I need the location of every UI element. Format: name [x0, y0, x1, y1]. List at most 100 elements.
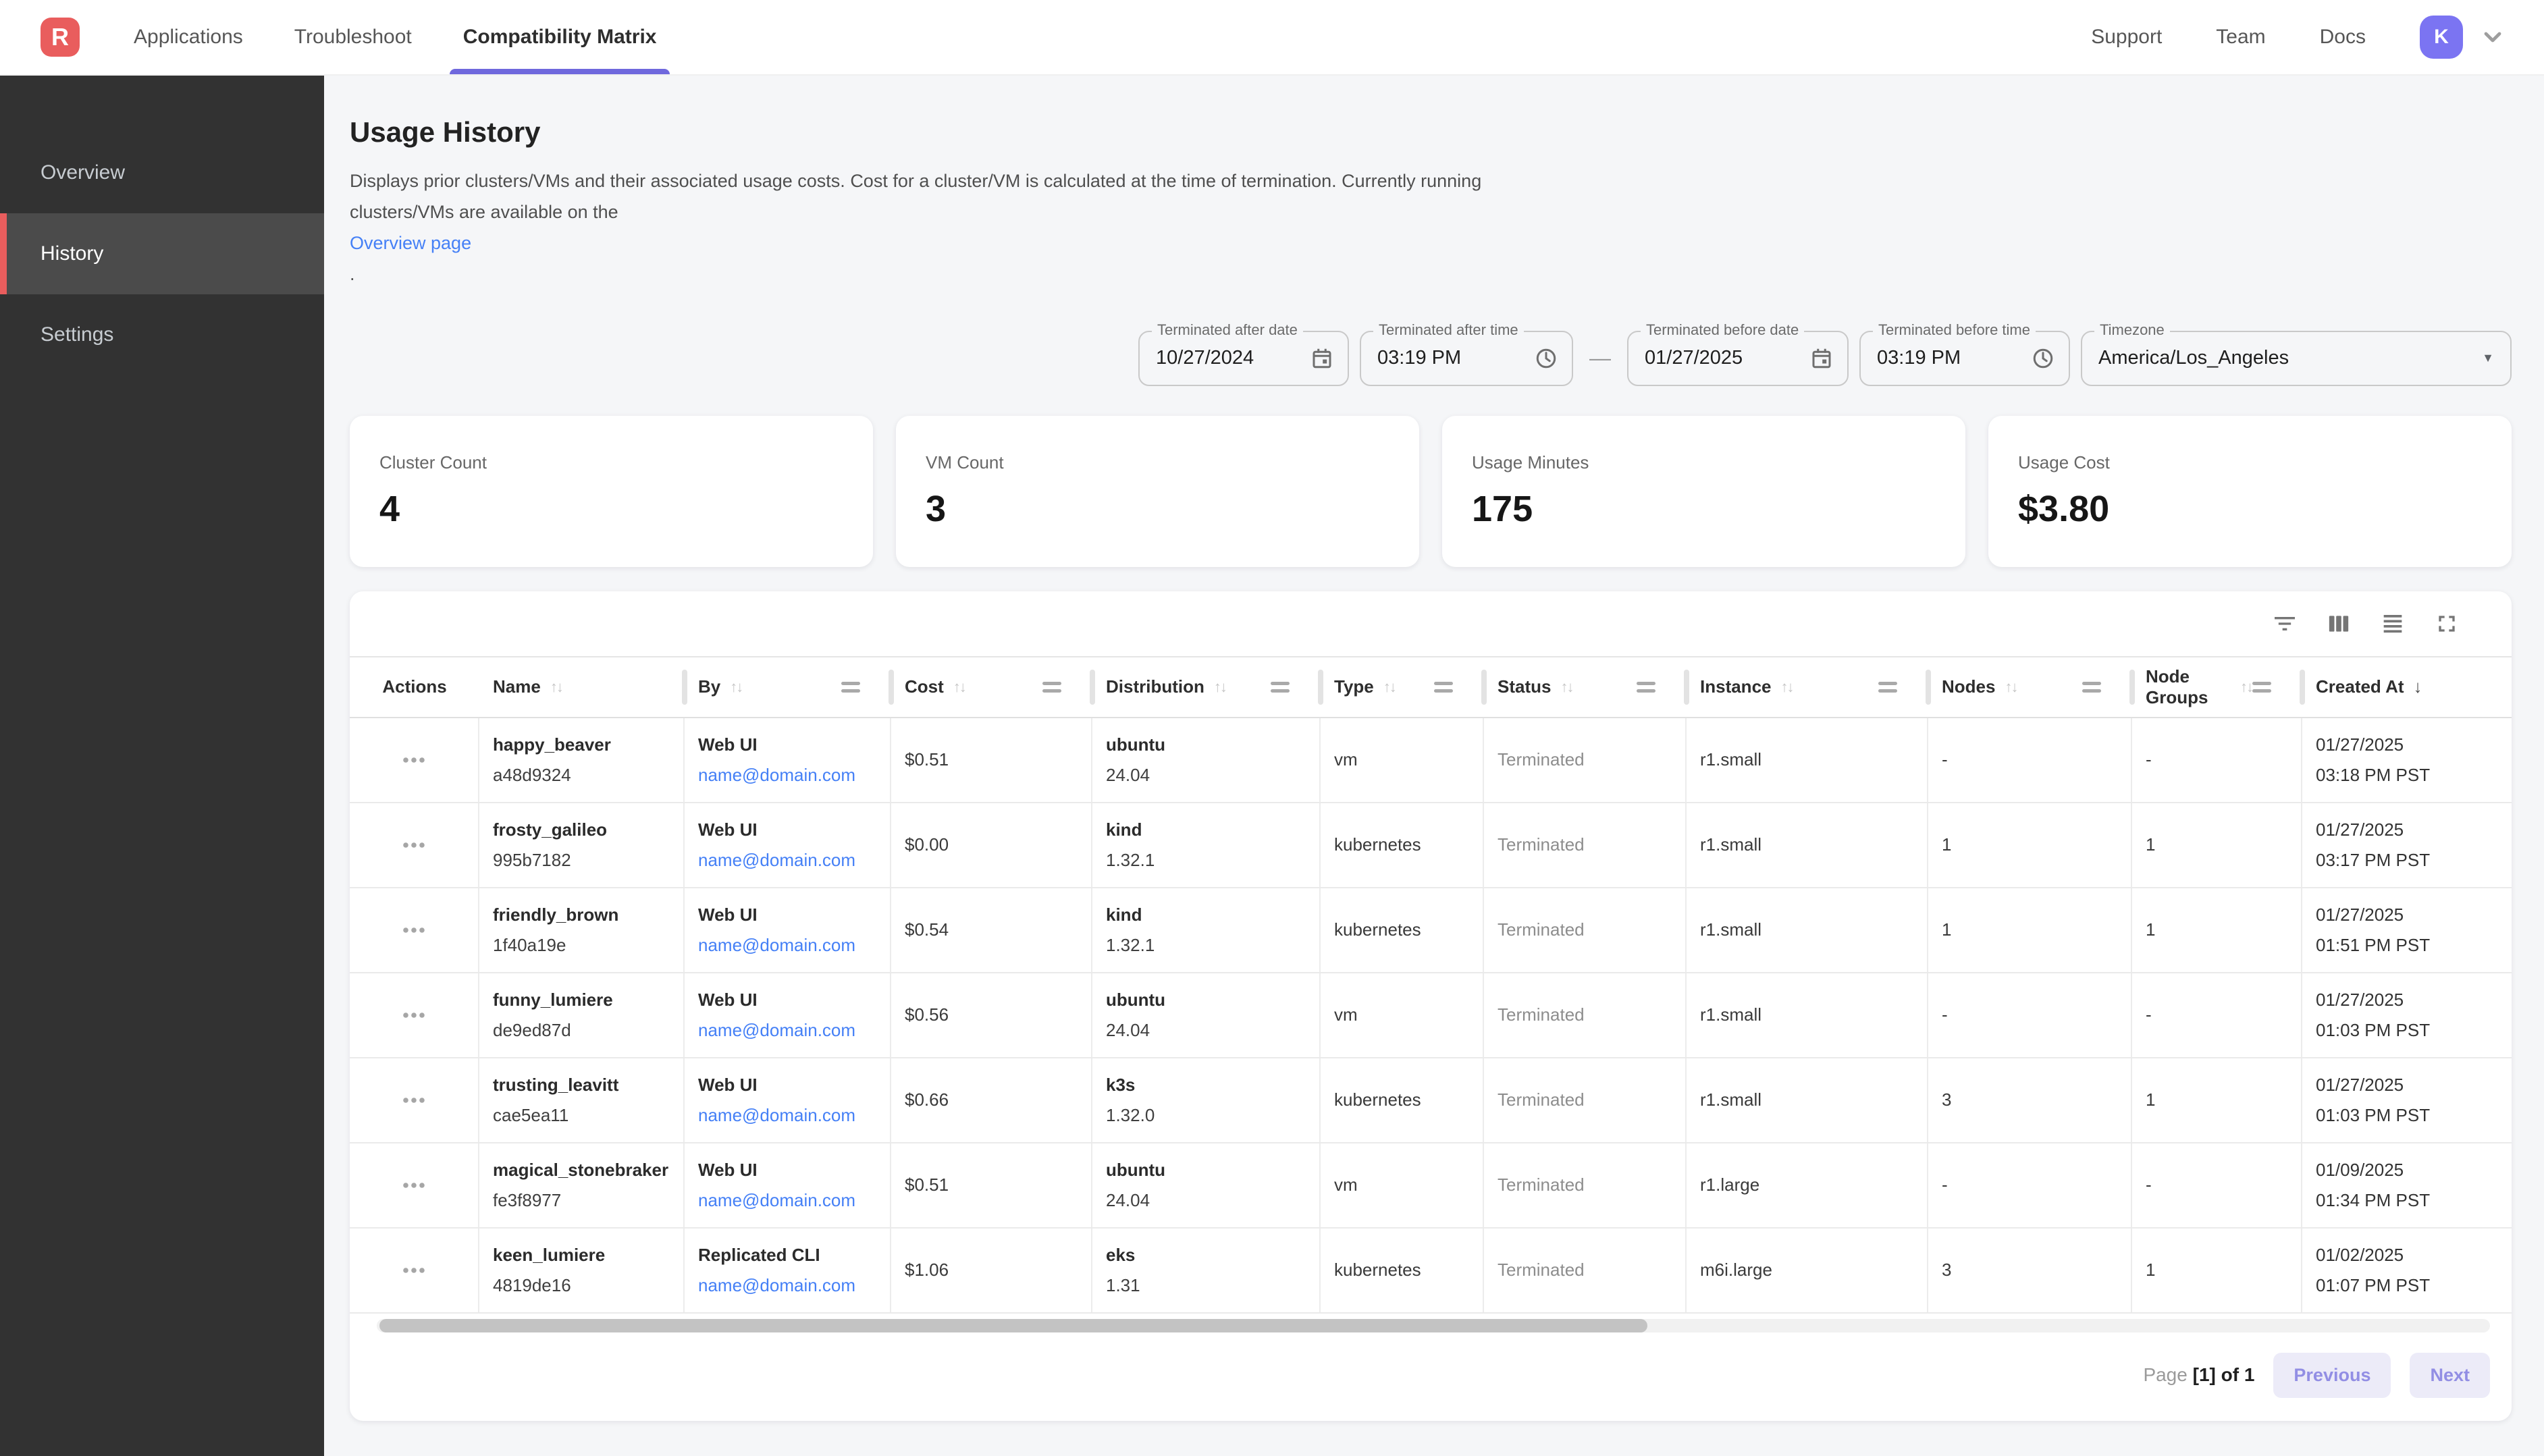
page-title: Usage History — [350, 116, 541, 148]
filter-icon[interactable] — [2271, 610, 2298, 637]
sort-icon[interactable]: ↑↓ — [1560, 678, 1574, 695]
cell-status: Terminated — [1484, 1143, 1687, 1227]
by-email-link[interactable]: name@domain.com — [698, 934, 856, 955]
row-instance: r1.small — [1700, 749, 1762, 770]
cell-instance: m6i.large — [1687, 1228, 1928, 1312]
columns-icon[interactable] — [2325, 610, 2352, 637]
clock-icon[interactable] — [1534, 346, 1558, 371]
row-actions-button[interactable] — [396, 1261, 431, 1280]
column-menu-icon[interactable] — [1878, 681, 1897, 693]
column-header-instance[interactable]: Instance ↑↓ — [1687, 657, 1931, 717]
sidebar-item-overview[interactable]: Overview — [41, 161, 126, 184]
cell-instance: r1.small — [1687, 888, 1928, 972]
chevron-down-icon[interactable] — [2482, 26, 2503, 48]
column-menu-icon[interactable] — [1271, 681, 1290, 693]
by-email-link[interactable]: name@domain.com — [698, 1104, 856, 1125]
timezone-select[interactable]: Timezone America/Los_Angeles ▼ — [2081, 321, 2512, 386]
density-icon[interactable] — [2379, 610, 2406, 637]
column-header-type[interactable]: Type ↑↓ — [1321, 657, 1487, 717]
column-menu-icon[interactable] — [1434, 681, 1453, 693]
column-header-status[interactable]: Status ↑↓ — [1484, 657, 1689, 717]
row-actions-button[interactable] — [396, 1006, 431, 1025]
sort-icon[interactable]: ↑↓ — [2005, 678, 2018, 695]
terminated-after-date-field[interactable]: Terminated after date — [1138, 321, 1349, 386]
sort-icon[interactable]: ↑↓ — [2240, 678, 2254, 695]
tab-compatibility-matrix[interactable]: Compatibility Matrix — [449, 0, 671, 74]
stat-card-vm-count: VM Count 3 — [896, 415, 1419, 567]
by-email-link[interactable]: name@domain.com — [698, 1189, 856, 1210]
row-instance: r1.small — [1700, 834, 1762, 855]
row-actions-button[interactable] — [396, 751, 431, 770]
cell-instance: r1.large — [1687, 1143, 1928, 1227]
by-email-link[interactable]: name@domain.com — [698, 764, 856, 785]
row-node-groups: 1 — [2146, 1089, 2156, 1110]
column-header-by[interactable]: By ↑↓ — [685, 657, 894, 717]
terminated-after-date-input[interactable] — [1156, 347, 1302, 370]
nav-link-docs[interactable]: Docs — [2319, 26, 2366, 48]
cell-actions — [350, 973, 479, 1057]
sort-icon[interactable]: ↑↓ — [953, 678, 967, 695]
stat-label: Cluster Count — [379, 452, 487, 473]
row-actions-button[interactable] — [396, 1176, 431, 1195]
dropdown-arrow-icon[interactable]: ▼ — [2482, 351, 2494, 365]
column-header-created-at[interactable]: Created At ↓ — [2302, 657, 2512, 717]
row-actions-button[interactable] — [396, 1091, 431, 1110]
sidebar-item-settings[interactable]: Settings — [41, 323, 114, 346]
fullscreen-icon[interactable] — [2433, 610, 2460, 637]
sidebar-item-history[interactable]: History — [0, 213, 324, 294]
row-created-time: 01:34 PM PST — [2316, 1189, 2431, 1210]
nav-link-team[interactable]: Team — [2216, 26, 2266, 48]
by-email-link[interactable]: name@domain.com — [698, 849, 856, 870]
row-actions-button[interactable] — [396, 921, 431, 940]
row-cost: $0.00 — [905, 834, 949, 855]
next-page-button[interactable]: Next — [2410, 1352, 2490, 1398]
column-separator — [2300, 669, 2305, 705]
sort-icon[interactable]: ↑↓ — [1780, 678, 1795, 695]
scrollbar-thumb[interactable] — [379, 1318, 1647, 1332]
cell-nodes: - — [1928, 1143, 2132, 1227]
column-header-nodes[interactable]: Nodes ↑↓ — [1928, 657, 2135, 717]
row-node-groups: - — [2146, 749, 2152, 770]
sort-desc-icon[interactable]: ↓ — [2413, 676, 2422, 697]
sidebar: Overview History Settings — [0, 76, 324, 1456]
column-menu-icon[interactable] — [2082, 681, 2101, 693]
overview-page-link[interactable]: Overview page — [350, 232, 472, 253]
row-instance: r1.small — [1700, 1004, 1762, 1025]
column-header-cost[interactable]: Cost ↑↓ — [891, 657, 1095, 717]
column-header-node-groups[interactable]: Node Groups ↑↓ — [2132, 657, 2305, 717]
calendar-icon[interactable] — [1809, 346, 1834, 371]
tab-applications[interactable]: Applications — [134, 26, 243, 48]
row-actions-button[interactable] — [396, 836, 431, 855]
nav-link-support[interactable]: Support — [2091, 26, 2163, 48]
terminated-before-date-input[interactable] — [1645, 347, 1801, 370]
row-version: 1.32.1 — [1106, 934, 1155, 955]
terminated-before-time-field[interactable]: Terminated before time — [1859, 321, 2070, 386]
sort-icon[interactable]: ↑↓ — [550, 678, 564, 695]
terminated-before-date-field[interactable]: Terminated before date — [1627, 321, 1849, 386]
horizontal-scrollbar[interactable] — [377, 1318, 2490, 1332]
terminated-after-time-input[interactable] — [1377, 347, 1526, 370]
cell-name: keen_lumiere 4819de16 — [479, 1228, 685, 1312]
column-header-name[interactable]: Name ↑↓ — [479, 657, 687, 717]
column-menu-icon[interactable] — [2252, 681, 2271, 693]
by-email-link[interactable]: name@domain.com — [698, 1274, 856, 1295]
column-menu-icon[interactable] — [1042, 681, 1061, 693]
sort-icon[interactable]: ↑↓ — [730, 678, 743, 695]
clock-icon[interactable] — [2031, 346, 2055, 371]
terminated-after-time-field[interactable]: Terminated after time — [1360, 321, 1573, 386]
tab-troubleshoot[interactable]: Troubleshoot — [294, 26, 412, 48]
cell-distribution: ubuntu 24.04 — [1092, 1143, 1321, 1227]
sort-icon[interactable]: ↑↓ — [1213, 678, 1227, 695]
previous-page-button[interactable]: Previous — [2273, 1352, 2391, 1398]
cell-status: Terminated — [1484, 1058, 1687, 1142]
column-menu-icon[interactable] — [1637, 681, 1655, 693]
column-header-distribution[interactable]: Distribution ↑↓ — [1092, 657, 1323, 717]
avatar[interactable]: K — [2420, 16, 2463, 59]
calendar-icon[interactable] — [1310, 346, 1334, 371]
column-menu-icon[interactable] — [841, 681, 860, 693]
sort-icon[interactable]: ↑↓ — [1383, 678, 1397, 695]
by-email-link[interactable]: name@domain.com — [698, 1019, 856, 1040]
terminated-before-time-input[interactable] — [1877, 347, 2023, 370]
replicated-logo[interactable]: R — [41, 18, 80, 57]
